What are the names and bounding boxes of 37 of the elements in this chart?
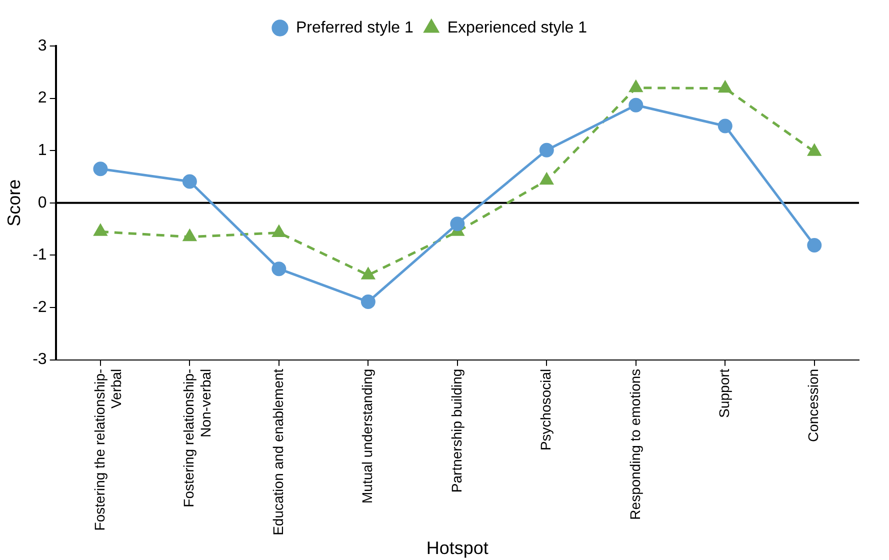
point (628, 98, 644, 112)
y-tick-label: 1 (38, 142, 47, 160)
x-tick-label: Psychosocial (538, 368, 554, 451)
point (360, 294, 376, 310)
x-axis-title: Hotspot (426, 538, 488, 558)
x-tick-label: Fostering relationship- Non-verbal (180, 368, 214, 508)
legend-label: Experienced style 1 (447, 19, 588, 36)
x-tick-label: Fostering the relationship- Verbal (91, 368, 124, 531)
point (539, 142, 554, 158)
point (362, 268, 375, 280)
x-tick-label: Responding to emotions (626, 368, 643, 520)
y-tick-label: 0 (38, 194, 47, 212)
point (450, 216, 465, 232)
x-tick-label: Education and enablement (270, 368, 286, 536)
point (808, 144, 821, 156)
point (272, 262, 286, 276)
x-tick-label: Partnership building (448, 368, 464, 493)
y-axis-title: Score (4, 179, 24, 226)
x-tick-label: Support (716, 368, 732, 418)
point (718, 81, 732, 93)
y-tick-label: -3 (32, 351, 47, 368)
point (807, 238, 822, 253)
point (718, 118, 732, 134)
point (540, 173, 554, 185)
point (272, 225, 286, 237)
x-tick-label: Mutual understanding (359, 368, 376, 504)
y-tick-label: 2 (38, 90, 47, 107)
x-tick-label: Concession (805, 368, 822, 442)
point (182, 174, 197, 189)
legend-label: Preferred style 1 (296, 19, 414, 36)
point (93, 162, 108, 176)
point (629, 80, 642, 92)
point (183, 230, 196, 242)
y-tick-label: 3 (38, 37, 47, 54)
y-tick-label: -1 (32, 246, 47, 264)
y-tick-label: -2 (32, 298, 47, 316)
point (94, 224, 107, 236)
